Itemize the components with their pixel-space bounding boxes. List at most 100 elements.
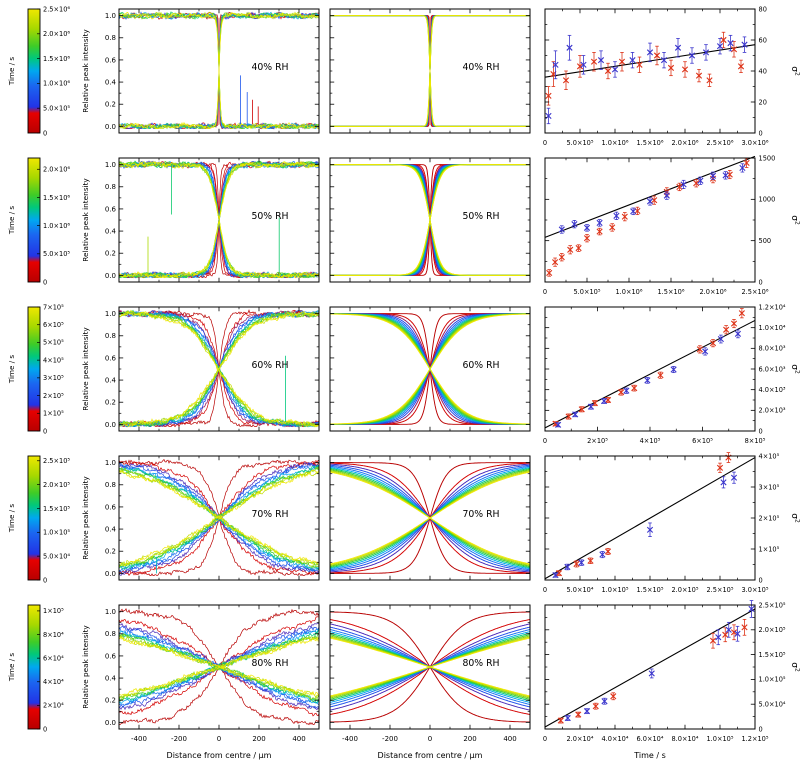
scatter-x-axis-label: Time / s: [633, 751, 666, 760]
tick-label: 1.0×10⁶: [43, 80, 70, 88]
profile-curves: [330, 15, 530, 127]
sigma2-scatter-row-5: 0 2.0×10⁴ 4.0×10⁴ 6.0×10⁴ 8.0×10⁴ 1.0×10⁵ 1.2×…: [543, 600, 801, 760]
tick-label: -200: [382, 735, 398, 743]
tick-label: 0.6: [105, 354, 117, 362]
tick-label: 4.0×10⁴: [601, 735, 628, 743]
tick-label: 8.0×10³: [759, 345, 786, 353]
tick-label: 5.0×10⁵: [566, 139, 593, 147]
colorbar-gradient: [27, 604, 41, 730]
tick-label: 0.0: [105, 272, 116, 280]
blue-series: [555, 329, 742, 428]
tick-label: 0.2: [105, 697, 116, 705]
profile-curves: [118, 11, 320, 130]
tick-label: 0: [759, 427, 763, 435]
tick-label: 5.0×10⁵: [43, 250, 70, 258]
tick-label: 1.0×10⁵: [759, 676, 786, 684]
figure-row-5: 0 2×10⁴ 4×10⁴ 6×10⁴ 8×10⁴ 1×10⁵ Time / s 0.0 0.2…: [6, 600, 810, 772]
profile-curves: [329, 462, 531, 574]
tick-label: 7×10⁵: [43, 303, 64, 311]
tick-label: 60: [759, 36, 767, 44]
tick-label: 1000: [759, 196, 776, 204]
profiles-y-axis-label: Relative peak intensity: [81, 29, 90, 113]
rh-label: 60% RH: [462, 360, 499, 371]
tick-label: 20: [759, 98, 767, 106]
tick-label: 200: [252, 735, 265, 743]
tick-label: 1.5×10⁶: [43, 55, 70, 63]
tick-label: 2×10⁴: [43, 702, 64, 710]
tick-label: 1.5×10⁶: [657, 288, 684, 296]
tick-label: 1×10⁵: [43, 410, 64, 418]
axes-frame: [544, 8, 756, 134]
tick-label: 0: [543, 586, 547, 594]
tick-label: 0: [543, 437, 547, 445]
tick-label: 4×10⁴: [43, 678, 64, 686]
blue-series: [564, 600, 755, 722]
rh-label: 80% RH: [251, 658, 288, 669]
tick-label: 0.4: [105, 78, 117, 86]
colorbar-axis-label: Time / s: [7, 504, 16, 534]
colorbar-row-1: 0 5.0×10⁵ 1.0×10⁶ 1.5×10⁶ 2.0×10⁶ 2.5×10⁶ Time…: [7, 5, 70, 137]
profiles-fitted-row-2: 50% RH: [329, 157, 531, 283]
tick-label: 0.2: [105, 548, 116, 556]
tick-label: 0: [43, 576, 47, 584]
rh-label: 60% RH: [251, 360, 288, 371]
blue-series: [552, 471, 738, 579]
tick-label: 0.8: [105, 332, 116, 340]
tick-label: 2.0×10³: [759, 407, 786, 415]
tick-label: 6×10⁵: [43, 321, 64, 329]
colorbar-row-2: 0 5.0×10⁵ 1.0×10⁶ 1.5×10⁶ 2.0×10⁶ Time / s: [7, 157, 70, 286]
profiles-y-axis-label: Relative peak intensity: [81, 178, 90, 262]
tick-label: 1.2×10⁴: [759, 303, 786, 311]
rh-label: 40% RH: [462, 62, 499, 73]
axes-frame: [544, 157, 756, 283]
profile-curves: [118, 309, 320, 428]
tick-label: 6.0×10³: [759, 365, 786, 373]
tick-label: 1.5×10⁵: [43, 505, 70, 513]
figure-row-4: 0 5.0×10⁴ 1.0×10⁵ 1.5×10⁵ 2.0×10⁵ 2.5×10⁵ Time…: [6, 451, 810, 600]
tick-label: 0: [543, 288, 547, 296]
tick-label: 2.0×10⁶: [699, 288, 726, 296]
profiles-experimental-row-3: 0.0 0.2 0.4 0.6 0.8 1.0 Relative peak intensit…: [81, 306, 320, 432]
tick-label: 2.5×10⁵: [706, 586, 733, 594]
tick-label: 0: [759, 725, 763, 733]
tick-label: 5.0×10⁴: [759, 701, 786, 709]
tick-label: 0.2: [105, 399, 116, 407]
figure-row-1: 0 5.0×10⁵ 1.0×10⁶ 1.5×10⁶ 2.0×10⁶ 2.5×10⁶ Time…: [6, 4, 810, 153]
rh-label: 40% RH: [251, 62, 288, 73]
tick-label: 3×10⁵: [43, 374, 64, 382]
tick-label: 2.0×10⁶: [671, 139, 698, 147]
tick-label: 0.6: [105, 56, 117, 64]
colorbar-gradient: [27, 157, 41, 283]
profiles-y-axis-label: Relative peak intensity: [81, 625, 90, 709]
profile-curves: [118, 607, 320, 726]
tick-label: 5.0×10⁴: [43, 552, 70, 560]
tick-label: 3×10⁵: [759, 483, 780, 491]
tick-label: 0.4: [105, 227, 117, 235]
profile-curves: [330, 164, 530, 276]
profiles-fitted-row-5: 80% RH -400 -200 0 200 400 Distance from centr…: [329, 604, 531, 760]
sigma2-axis-label: σ2: [789, 662, 801, 672]
tick-label: 0.4: [105, 376, 117, 384]
tick-label: 4×10⁵: [759, 452, 780, 460]
tick-label: 80: [759, 5, 767, 13]
profile-curves: [118, 459, 320, 577]
tick-label: 1.0: [105, 459, 116, 467]
tick-label: 0: [759, 129, 763, 137]
tick-label: 0: [43, 725, 47, 733]
tick-label: 0.0: [105, 719, 116, 727]
profiles-x-axis-label: Distance from centre / μm: [378, 751, 483, 760]
tick-label: 1.2×10⁵: [741, 735, 768, 743]
tick-label: 0: [759, 278, 763, 286]
tick-label: 0.2: [105, 250, 116, 258]
tick-label: 6×10⁴: [43, 654, 64, 662]
tick-label: 6.0×10⁴: [636, 735, 663, 743]
tick-label: 2.0×10⁶: [43, 166, 70, 174]
sigma2-scatter-row-4: 0 5.0×10⁴ 1.0×10⁵ 1.5×10⁵ 2.0×10⁵ 2.5×10⁵ 3.0×…: [543, 452, 801, 594]
profiles-fitted-row-4: 70% RH: [329, 455, 531, 581]
tick-label: 1.0×10⁵: [43, 529, 70, 537]
tick-label: 1.5×10⁵: [759, 651, 786, 659]
colorbar-axis-label: Time / s: [7, 206, 16, 236]
profiles-experimental-row-2: 0.0 0.2 0.4 0.6 0.8 1.0 Relative peak intensit…: [81, 157, 320, 283]
tick-label: 8×10⁵: [745, 437, 766, 445]
tick-label: 0.0: [105, 421, 116, 429]
